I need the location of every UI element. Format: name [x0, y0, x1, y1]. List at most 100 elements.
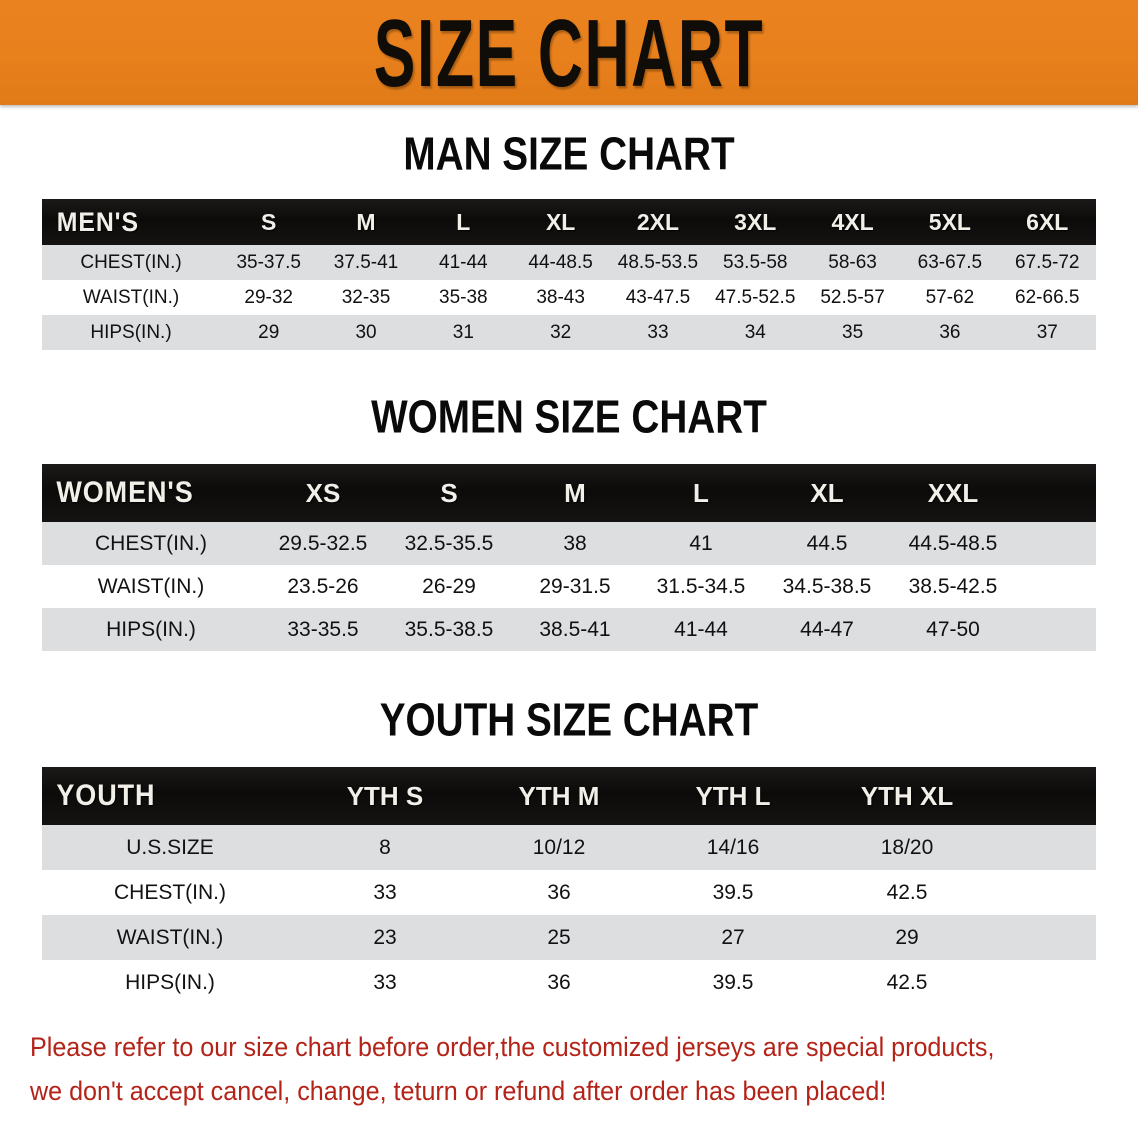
- youth-size-header-yth-xl: YTH XL: [860, 780, 954, 811]
- youth-cell: 33: [298, 960, 472, 1005]
- man-row-label: WAIST(IN.): [42, 280, 221, 315]
- youth-row-spacer: [994, 825, 1096, 870]
- youth-row-label-header: YOUTH: [56, 779, 156, 812]
- man-cell: 37: [998, 315, 1096, 350]
- women-cell: 23.5-26: [260, 565, 386, 608]
- women-row-label: CHEST(IN.): [42, 522, 260, 565]
- women-cell: 41-44: [638, 608, 764, 651]
- youth-cell: 10/12: [472, 825, 646, 870]
- women-size-header-s: S: [440, 477, 458, 508]
- women-size-header-xl: XL: [810, 477, 844, 508]
- women-table-row: WAIST(IN.) 23.5-26 26-29 29-31.5 31.5-34.5 34…: [42, 565, 1096, 608]
- women-size-table: WOMEN'S XS S M L XL XXL CHEST(IN.) 29.5-32.5 32…: [42, 464, 1096, 651]
- man-cell: 29: [220, 315, 318, 350]
- man-size-header-s: S: [261, 208, 277, 235]
- man-size-header-5xl: 5XL: [928, 208, 971, 235]
- man-cell: 44-48.5: [511, 245, 610, 280]
- women-cell: 32.5-35.5: [386, 522, 512, 565]
- man-cell: 63-67.5: [901, 245, 999, 280]
- man-cell: 35: [803, 315, 902, 350]
- women-header-spacer: [1016, 464, 1096, 522]
- man-cell: 48.5-53.5: [609, 245, 707, 280]
- man-size-header-6xl: 6XL: [1026, 208, 1069, 235]
- women-row-spacer: [1016, 522, 1096, 565]
- youth-cell: 39.5: [646, 960, 820, 1005]
- man-table-body: CHEST(IN.) 35-37.5 37.5-41 41-44 44-48.5 48.5…: [42, 245, 1096, 350]
- man-size-header-xl: XL: [545, 208, 576, 235]
- women-cell: 29.5-32.5: [260, 522, 386, 565]
- youth-row-label: HIPS(IN.): [42, 960, 298, 1005]
- youth-section-title: YOUTH SIZE CHART: [379, 694, 759, 747]
- youth-size-header-yth-s: YTH S: [346, 780, 424, 811]
- youth-size-header-yth-m: YTH M: [518, 780, 600, 811]
- man-cell: 30: [317, 315, 415, 350]
- disclaimer-line-1: Please refer to our size chart before or…: [30, 1032, 995, 1062]
- size-chart-disclaimer: Please refer to our size chart before or…: [30, 1025, 1033, 1113]
- banner-title: SIZE CHART: [373, 0, 765, 107]
- youth-row-label: CHEST(IN.): [42, 870, 298, 915]
- women-cell: 34.5-38.5: [764, 565, 890, 608]
- women-cell: 31.5-34.5: [638, 565, 764, 608]
- man-row-label-header: MEN'S: [56, 206, 140, 237]
- man-cell: 32-35: [317, 280, 415, 315]
- youth-size-table: YOUTH YTH S YTH M YTH L YTH XL U.S.SIZE 8 10/…: [42, 767, 1096, 1005]
- youth-cell: 29: [820, 915, 994, 960]
- man-cell: 29-32: [220, 280, 318, 315]
- youth-cell: 14/16: [646, 825, 820, 870]
- women-table-row: CHEST(IN.) 29.5-32.5 32.5-35.5 38 41 44.5 44.5…: [42, 522, 1096, 565]
- youth-cell: 25: [472, 915, 646, 960]
- youth-table-header-row: YOUTH YTH S YTH M YTH L YTH XL: [42, 767, 1096, 825]
- man-cell: 43-47.5: [609, 280, 707, 315]
- man-cell: 47.5-52.5: [706, 280, 804, 315]
- youth-size-header-yth-l: YTH L: [695, 780, 771, 811]
- youth-table-body: U.S.SIZE 8 10/12 14/16 18/20 CHEST(IN.) 33 36 39…: [42, 825, 1096, 1005]
- youth-row-spacer: [994, 960, 1096, 1005]
- women-cell: 44.5: [764, 522, 890, 565]
- youth-cell: 42.5: [820, 870, 994, 915]
- women-row-label-header: WOMEN'S: [56, 476, 194, 509]
- women-row-label: HIPS(IN.): [42, 608, 260, 651]
- youth-header-spacer: [994, 767, 1096, 825]
- women-cell: 35.5-38.5: [386, 608, 512, 651]
- women-table-body: CHEST(IN.) 29.5-32.5 32.5-35.5 38 41 44.5 44.5…: [42, 522, 1096, 651]
- women-cell: 47-50: [890, 608, 1016, 651]
- women-cell: 44-47: [764, 608, 890, 651]
- youth-cell: 23: [298, 915, 472, 960]
- youth-cell: 33: [298, 870, 472, 915]
- man-cell: 62-66.5: [998, 280, 1096, 315]
- man-row-label: HIPS(IN.): [42, 315, 221, 350]
- man-size-header-l: L: [456, 208, 471, 235]
- man-cell: 38-43: [511, 280, 610, 315]
- man-cell: 32: [511, 315, 610, 350]
- women-size-header-xxl: XXL: [927, 477, 979, 508]
- man-size-header-2xl: 2XL: [636, 208, 680, 235]
- youth-cell: 39.5: [646, 870, 820, 915]
- youth-cell: 36: [472, 960, 646, 1005]
- women-cell: 38: [512, 522, 638, 565]
- disclaimer-line-2: we don't accept cancel, change, teturn o…: [30, 1076, 887, 1106]
- youth-table-row: CHEST(IN.) 33 36 39.5 42.5: [42, 870, 1096, 915]
- youth-cell: 36: [472, 870, 646, 915]
- man-table-row: WAIST(IN.) 29-32 32-35 35-38 38-43 43-47.5 47.…: [42, 280, 1096, 315]
- women-table-row: HIPS(IN.) 33-35.5 35.5-38.5 38.5-41 41-44 44-…: [42, 608, 1096, 651]
- man-cell: 37.5-41: [317, 245, 415, 280]
- youth-row-spacer: [994, 870, 1096, 915]
- women-cell: 44.5-48.5: [890, 522, 1016, 565]
- women-section-title: WOMEN SIZE CHART: [371, 391, 767, 444]
- women-cell: 29-31.5: [512, 565, 638, 608]
- women-row-spacer: [1016, 565, 1096, 608]
- man-cell: 35-37.5: [220, 245, 318, 280]
- women-cell: 38.5-41: [512, 608, 638, 651]
- youth-table-row: WAIST(IN.) 23 25 27 29: [42, 915, 1096, 960]
- women-table-header-row: WOMEN'S XS S M L XL XXL: [42, 464, 1096, 522]
- women-row-spacer: [1016, 608, 1096, 651]
- man-cell: 67.5-72: [998, 245, 1096, 280]
- women-cell: 41: [638, 522, 764, 565]
- youth-row-spacer: [994, 915, 1096, 960]
- man-cell: 41-44: [414, 245, 512, 280]
- man-cell: 58-63: [803, 245, 902, 280]
- man-size-header-4xl: 4XL: [831, 208, 874, 235]
- man-cell: 33: [609, 315, 707, 350]
- man-cell: 31: [414, 315, 512, 350]
- man-table-header-row: MEN'S S M L XL 2XL 3XL 4XL 5XL 6XL: [42, 199, 1096, 245]
